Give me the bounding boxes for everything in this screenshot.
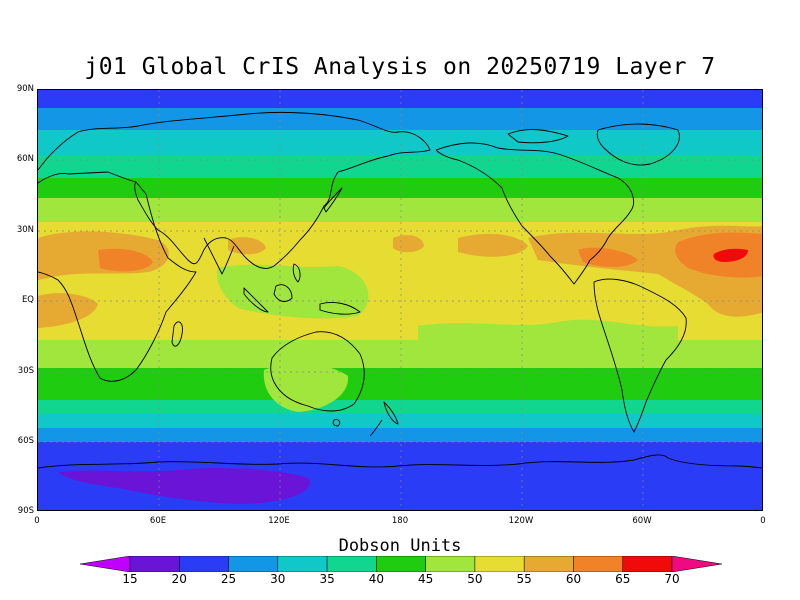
north-cap-lobe-west (38, 90, 158, 106)
colorbar-segment (573, 556, 623, 572)
colorbar-segment (326, 556, 377, 572)
ozone-field-svg (38, 90, 762, 510)
coast-africa (38, 171, 197, 382)
colorbar-segment (425, 556, 476, 572)
coast-philippines (292, 263, 301, 283)
high-indian-ocean (38, 293, 98, 328)
colorbar-segment (376, 556, 426, 572)
colorbar-end-high (671, 556, 722, 572)
coast-tasmania (332, 419, 341, 427)
antarctic-minimum (58, 468, 310, 504)
colorbar-tick-label: 60 (565, 572, 582, 586)
lon-label-60w: 60W (632, 516, 652, 526)
colorbar-tick-label: 30 (270, 572, 286, 586)
lon-label-0-right: 0 (760, 516, 766, 526)
band-25-30-north (38, 108, 762, 130)
chart-title: j01 Global CrIS Analysis on 20250719 Lay… (84, 54, 716, 80)
coast-australia (270, 331, 365, 412)
colorbar-tick-label: 25 (220, 572, 237, 586)
band-20-25-north (38, 90, 762, 108)
colorbar-title: Dobson Units (338, 536, 462, 556)
lat-label-90n: 90N (16, 84, 34, 94)
boundary-25-30-south (38, 433, 762, 442)
band-35-40-north (38, 156, 762, 178)
coast-north-america (435, 142, 634, 285)
colorbar-segment (277, 556, 328, 572)
lat-label-30n: 30N (16, 225, 34, 235)
colorbar-tick-label: 45 (417, 572, 434, 586)
low-australia (263, 363, 349, 412)
high-africa-core (98, 248, 153, 272)
high-pacific-2 (393, 235, 424, 253)
high-caribbean (578, 247, 638, 267)
north-cap-lobe-east (638, 90, 758, 106)
coast-new-guinea (319, 301, 361, 315)
colorbar-tick-label: 20 (171, 572, 187, 586)
colorbar-tick-label: 65 (615, 572, 631, 586)
lon-label-120e: 120E (268, 516, 290, 526)
coast-japan (323, 187, 343, 213)
coast-madagascar (171, 321, 183, 347)
band-35-40-south (38, 400, 762, 414)
band-30-35-south (38, 414, 762, 428)
lon-label-0-left: 0 (34, 516, 40, 526)
colorbar-tick-label: 70 (664, 572, 680, 586)
colorbar-tick-label: 15 (122, 572, 138, 586)
ozone-map (37, 89, 763, 511)
coast-europe-asia (38, 111, 431, 269)
band-40-45-north (38, 178, 762, 198)
coast-greenland (596, 123, 680, 166)
colorbar-tick-label: 50 (467, 572, 483, 586)
coast-borneo (273, 284, 293, 302)
band-30-35-north (38, 130, 762, 156)
maximum-atlantic (713, 248, 748, 262)
lon-label-60e: 60E (149, 516, 167, 526)
colorbar-segment (179, 556, 229, 572)
lat-label-60n: 60N (16, 154, 34, 164)
colorbar-end-low (80, 556, 131, 572)
coast-south-america (593, 278, 687, 433)
lon-label-120w: 120W (508, 516, 534, 526)
lat-label-eq: EQ (21, 295, 34, 305)
coast-india (203, 237, 235, 275)
lat-label-30s: 30S (17, 366, 34, 376)
colorbar-segment (523, 556, 574, 572)
high-pacific-1 (228, 237, 266, 255)
colorbar-tick-label: 35 (319, 572, 335, 586)
coast-arctic-islands (507, 129, 569, 144)
coast-new-zealand (369, 401, 399, 437)
boundary-45-50-north (38, 200, 762, 222)
colorbar-tick-label: 55 (516, 572, 532, 586)
coast-sumatra (243, 287, 269, 313)
coastlines (38, 111, 762, 469)
colorbar-segment (474, 556, 525, 572)
colorbar-segment (622, 556, 673, 572)
colorbar-tick-label: 40 (368, 572, 384, 586)
lat-label-60s: 60S (17, 436, 34, 446)
colorbar-segment (129, 556, 180, 572)
coast-antarctica (38, 454, 762, 469)
low-south-pacific (418, 319, 678, 353)
lon-label-180: 180 (391, 516, 409, 526)
colorbar (80, 556, 722, 572)
lat-label-90s: 90S (17, 506, 34, 516)
colorbar-segment (228, 556, 279, 572)
high-pacific-3 (458, 233, 528, 257)
